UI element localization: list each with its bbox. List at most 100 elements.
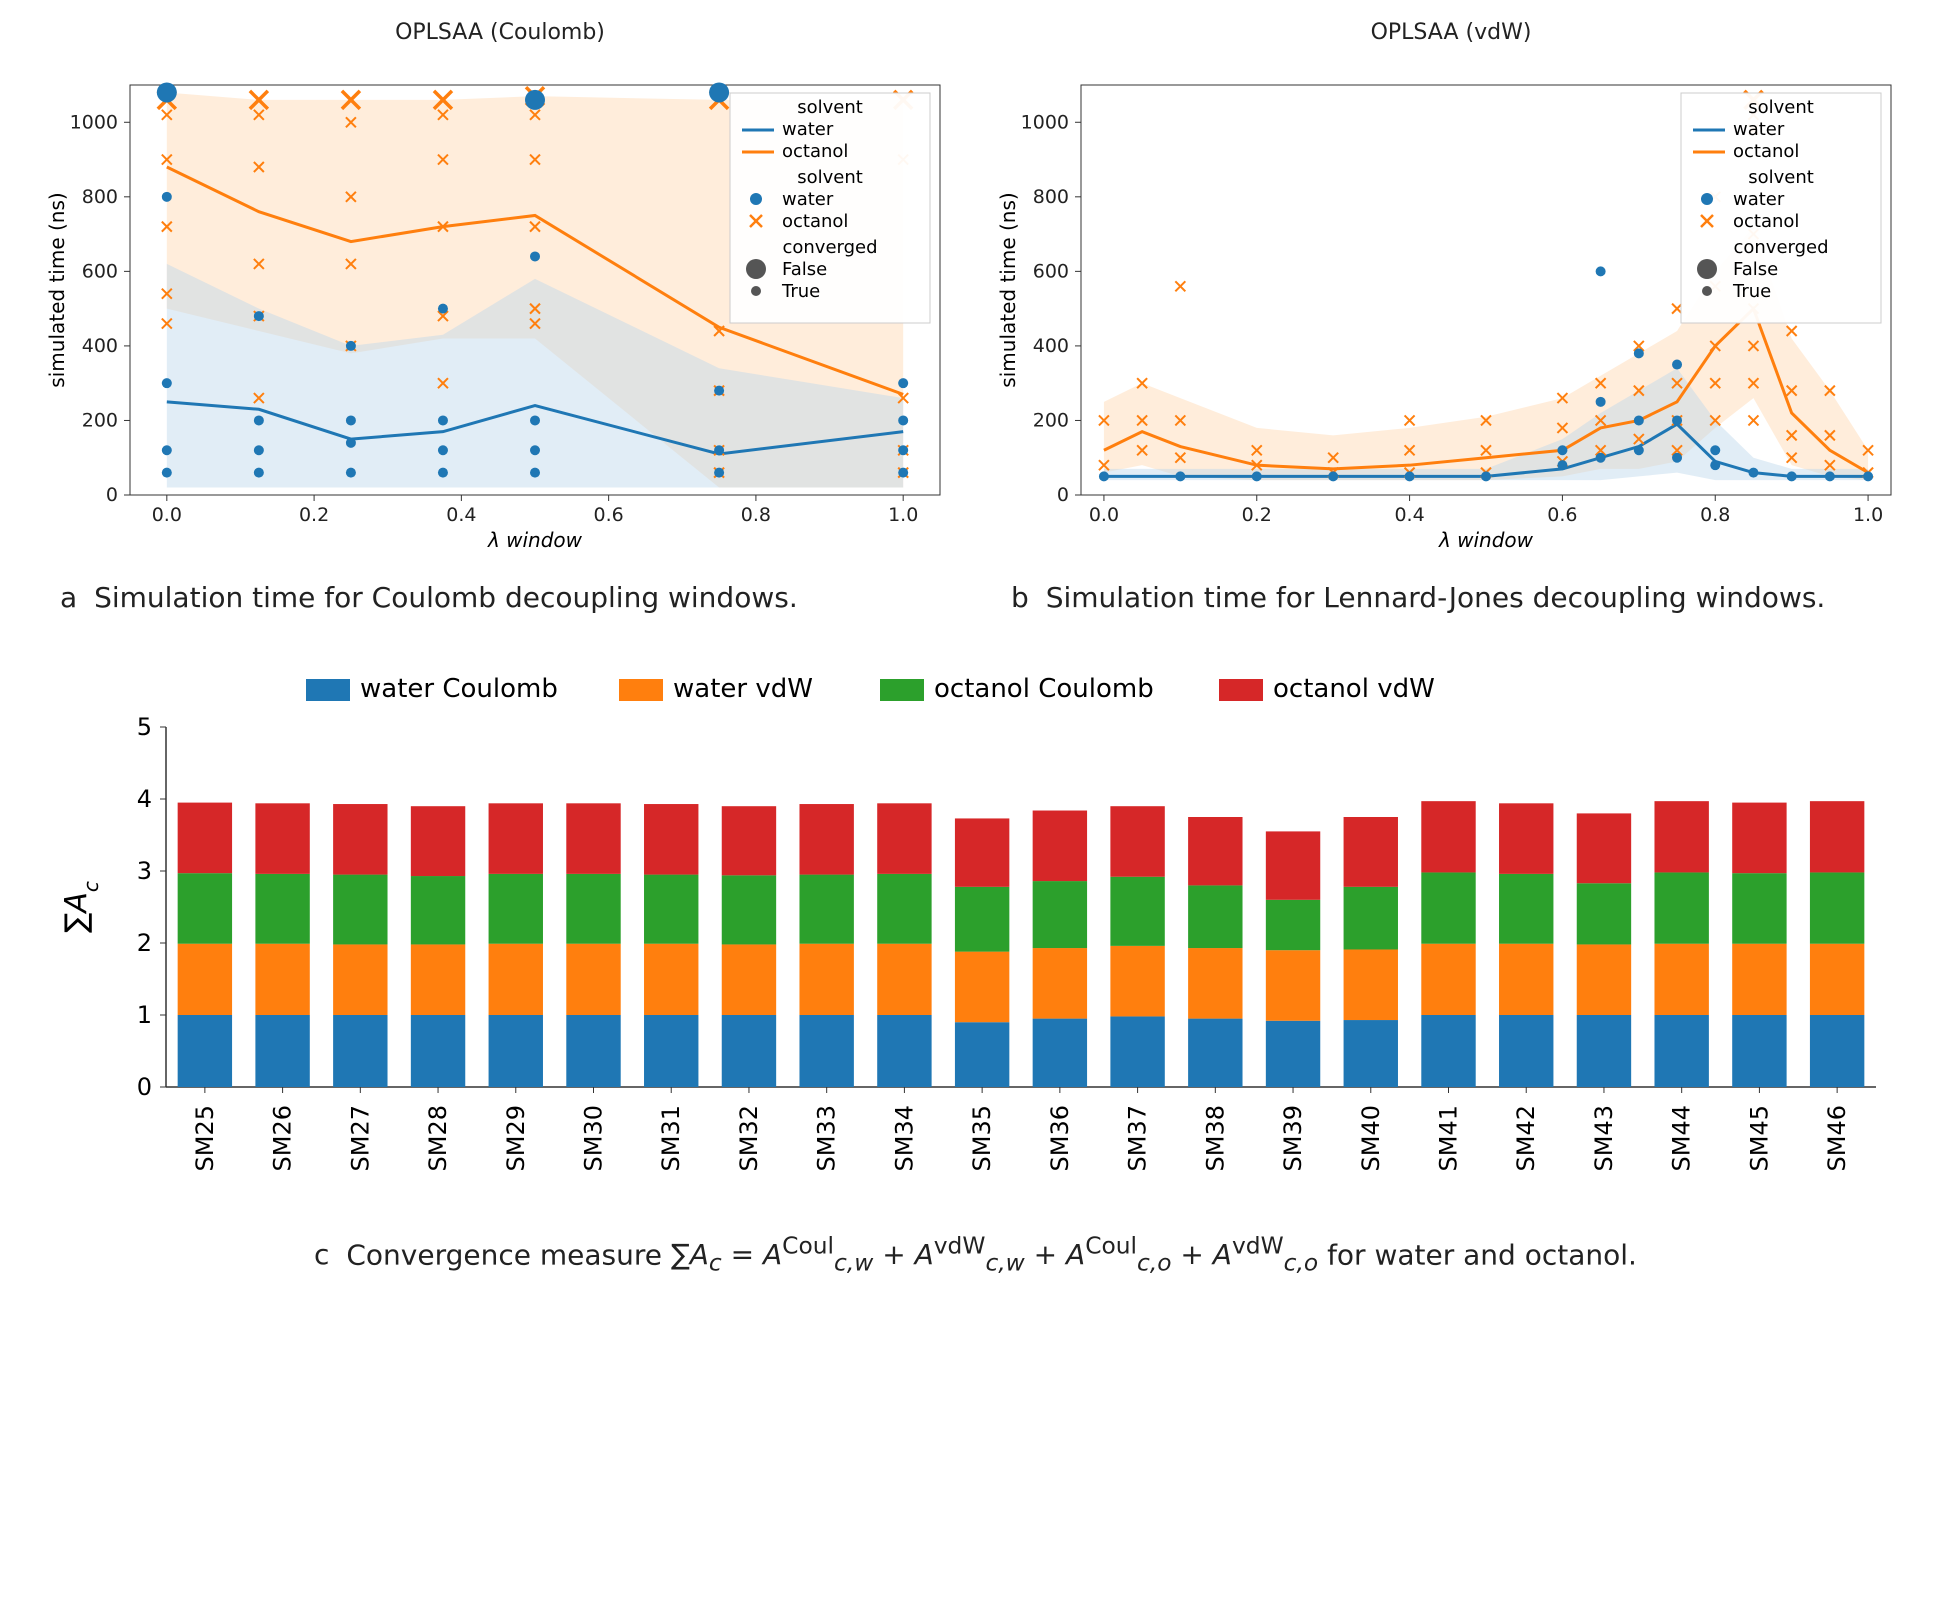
panel-a: OPLSAA (Coulomb) 0.0 0.2 0.4 0.6 0.8 1.0 0 200 4… xyxy=(40,20,960,617)
svg-text:SM37: SM37 xyxy=(1123,1105,1151,1171)
svg-text:1000: 1000 xyxy=(1021,111,1069,133)
caption-text-a: Simulation time for Coulomb decoupling w… xyxy=(94,581,798,614)
svg-text:0.4: 0.4 xyxy=(1394,504,1424,526)
svg-text:SM28: SM28 xyxy=(424,1105,452,1171)
svg-text:200: 200 xyxy=(82,409,118,431)
svg-text:SM35: SM35 xyxy=(968,1105,996,1171)
svg-text:octanol: octanol xyxy=(1733,211,1799,232)
row-top: OPLSAA (Coulomb) 0.0 0.2 0.4 0.6 0.8 1.0 0 200 4… xyxy=(0,0,1951,617)
svg-text:400: 400 xyxy=(1033,335,1069,357)
svg-text:0.0: 0.0 xyxy=(152,504,182,526)
svg-text:True: True xyxy=(781,281,820,302)
svg-text:SM33: SM33 xyxy=(812,1105,840,1171)
caption-text-c-suffix: for water and octanol. xyxy=(1327,1238,1637,1271)
caption-formula-c: ∑Ac = ACoulc,w + AvdWc,w + ACoulc,o + Av… xyxy=(671,1238,1318,1271)
svg-text:simulated time (ns): simulated time (ns) xyxy=(45,192,69,387)
svg-text:SM39: SM39 xyxy=(1279,1105,1307,1171)
svg-text:False: False xyxy=(1733,259,1778,280)
svg-text:octanol vdW: octanol vdW xyxy=(1273,674,1435,704)
svg-text:λ window: λ window xyxy=(487,528,583,552)
svg-text:600: 600 xyxy=(1033,260,1069,282)
svg-text:SM26: SM26 xyxy=(268,1105,296,1171)
caption-text-b: Simulation time for Lennard-Jones decoup… xyxy=(1046,581,1826,614)
svg-text:∑Ac: ∑Ac xyxy=(59,881,103,933)
svg-text:SM42: SM42 xyxy=(1512,1105,1540,1171)
svg-text:0: 0 xyxy=(1057,484,1069,506)
caption-letter-a: a xyxy=(60,581,77,614)
svg-text:True: True xyxy=(1732,281,1771,302)
svg-text:SM41: SM41 xyxy=(1434,1105,1462,1171)
svg-text:SM25: SM25 xyxy=(190,1105,218,1171)
svg-text:SM32: SM32 xyxy=(734,1105,762,1171)
svg-text:SM27: SM27 xyxy=(346,1105,374,1171)
svg-text:SM45: SM45 xyxy=(1745,1105,1773,1171)
svg-text:solvent: solvent xyxy=(797,97,863,118)
svg-text:solvent: solvent xyxy=(1748,97,1814,118)
svg-text:0.2: 0.2 xyxy=(299,504,329,526)
svg-text:0.6: 0.6 xyxy=(1547,504,1577,526)
svg-text:0.4: 0.4 xyxy=(446,504,476,526)
panel-c: 0 1 2 3 4 5 ∑Ac water Coulomb water vdW octanol C… xyxy=(46,657,1906,1279)
panel-b-svg: 0.0 0.2 0.4 0.6 0.8 1.0 0 200 400 600 800 1000 λ win… xyxy=(991,45,1911,565)
panel-a-caption: a Simulation time for Coulomb decoupling… xyxy=(40,569,960,617)
svg-text:solvent: solvent xyxy=(1748,167,1814,188)
svg-text:800: 800 xyxy=(82,186,118,208)
svg-text:SM31: SM31 xyxy=(657,1105,685,1171)
svg-text:0.0: 0.0 xyxy=(1089,504,1119,526)
svg-text:water: water xyxy=(1733,189,1785,210)
svg-text:1000: 1000 xyxy=(70,111,118,133)
svg-text:SM36: SM36 xyxy=(1045,1105,1073,1171)
svg-text:SM44: SM44 xyxy=(1667,1105,1695,1171)
svg-text:SM34: SM34 xyxy=(890,1105,918,1171)
svg-text:0.8: 0.8 xyxy=(741,504,771,526)
svg-text:0.8: 0.8 xyxy=(1700,504,1730,526)
svg-text:SM30: SM30 xyxy=(579,1105,607,1171)
svg-text:3: 3 xyxy=(136,857,151,885)
svg-text:solvent: solvent xyxy=(797,167,863,188)
svg-text:SM43: SM43 xyxy=(1589,1105,1617,1171)
svg-text:200: 200 xyxy=(1033,409,1069,431)
svg-text:octanol: octanol xyxy=(782,141,848,162)
svg-text:400: 400 xyxy=(82,335,118,357)
svg-text:0: 0 xyxy=(136,1073,151,1101)
row-bottom: 0 1 2 3 4 5 ∑Ac water Coulomb water vdW octanol C… xyxy=(0,617,1951,1279)
svg-text:800: 800 xyxy=(1033,186,1069,208)
panel-b-caption: b Simulation time for Lennard-Jones deco… xyxy=(991,569,1911,617)
figure-root: OPLSAA (Coulomb) 0.00.20.40.60.81.002004… xyxy=(0,0,1951,1599)
caption-letter-b: b xyxy=(1011,581,1029,614)
svg-text:False: False xyxy=(782,259,827,280)
caption-letter-c: c xyxy=(314,1238,329,1271)
panel-a-title: OPLSAA (Coulomb) xyxy=(40,20,960,45)
svg-text:0.6: 0.6 xyxy=(594,504,624,526)
svg-text:water: water xyxy=(782,189,834,210)
svg-text:600: 600 xyxy=(82,260,118,282)
svg-text:1.0: 1.0 xyxy=(1853,504,1883,526)
svg-text:SM40: SM40 xyxy=(1356,1105,1384,1171)
panel-b-title: OPLSAA (vdW) xyxy=(991,20,1911,45)
svg-text:0.2: 0.2 xyxy=(1242,504,1272,526)
svg-text:octanol Coulomb: octanol Coulomb xyxy=(934,674,1154,704)
svg-text:4: 4 xyxy=(136,785,151,813)
svg-text:5: 5 xyxy=(136,713,151,741)
svg-text:water: water xyxy=(782,119,834,140)
svg-text:1: 1 xyxy=(136,1001,151,1029)
svg-text:simulated time (ns): simulated time (ns) xyxy=(996,192,1020,387)
svg-text:converged: converged xyxy=(1733,237,1828,258)
panel-c-svg: 0 1 2 3 4 5 ∑Ac water Coulomb water vdW octanol C… xyxy=(46,657,1906,1217)
svg-text:water vdW: water vdW xyxy=(673,674,813,704)
svg-text:octanol: octanol xyxy=(782,211,848,232)
svg-text:SM38: SM38 xyxy=(1201,1105,1229,1171)
svg-text:octanol: octanol xyxy=(1733,141,1799,162)
caption-text-c-prefix: Convergence measure xyxy=(346,1238,671,1271)
svg-text:water: water xyxy=(1733,119,1785,140)
panel-b: OPLSAA (vdW) 0.0 0.2 0.4 0.6 0.8 1.0 0 200 400 60… xyxy=(991,20,1911,617)
svg-text:0: 0 xyxy=(106,484,118,506)
svg-text:water Coulomb: water Coulomb xyxy=(360,674,558,704)
svg-text:SM29: SM29 xyxy=(501,1105,529,1171)
svg-text:converged: converged xyxy=(782,237,877,258)
svg-text:1.0: 1.0 xyxy=(888,504,918,526)
svg-text:2: 2 xyxy=(136,929,151,957)
svg-text:SM46: SM46 xyxy=(1823,1105,1851,1171)
panel-c-caption: c Convergence measure ∑Ac = ACoulc,w + A… xyxy=(46,1221,1906,1279)
svg-text:λ window: λ window xyxy=(1438,528,1534,552)
